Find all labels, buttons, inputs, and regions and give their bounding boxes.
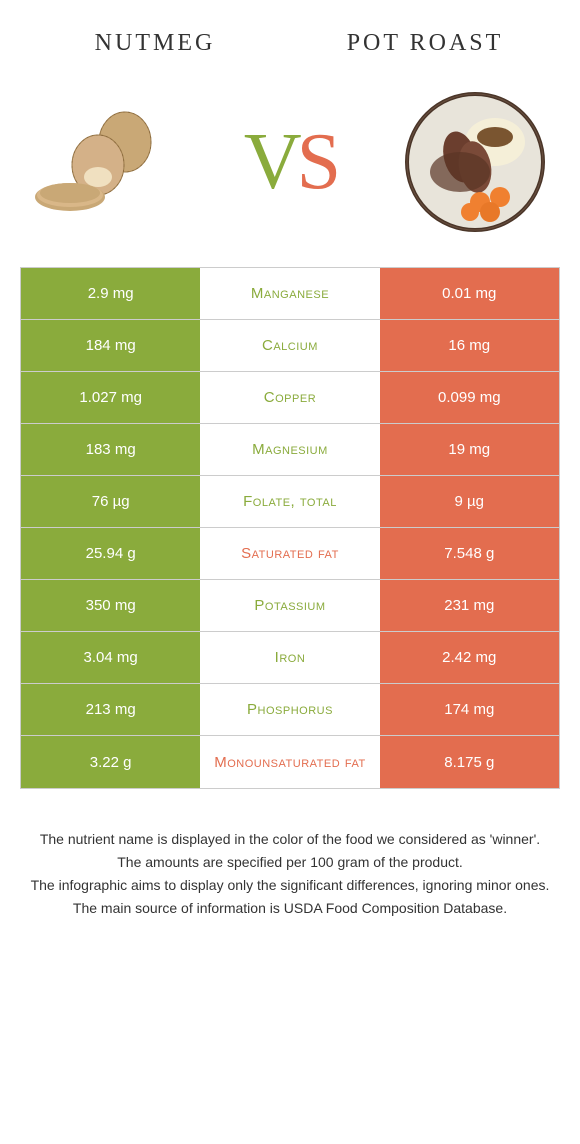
table-row: 1.027 mgCopper0.099 mg: [21, 372, 559, 424]
value-left: 183 mg: [21, 424, 200, 475]
images-row: VS: [0, 67, 580, 267]
table-row: 184 mgCalcium16 mg: [21, 320, 559, 372]
table-row: 3.22 gMonounsaturated fat8.175 g: [21, 736, 559, 788]
value-left: 350 mg: [21, 580, 200, 631]
value-right: 9 µg: [380, 476, 559, 527]
header-left: Nutmeg: [20, 30, 290, 57]
vs-s: S: [297, 118, 337, 206]
value-left: 2.9 mg: [21, 268, 200, 319]
nutrient-name: Iron: [200, 632, 379, 683]
table-row: 25.94 gSaturated fat7.548 g: [21, 528, 559, 580]
table-row: 183 mgMagnesium19 mg: [21, 424, 559, 476]
nutrient-table: 2.9 mgManganese0.01 mg184 mgCalcium16 mg…: [20, 267, 560, 789]
value-right: 8.175 g: [380, 736, 559, 788]
footer-line: The main source of information is USDA F…: [30, 898, 550, 919]
value-right: 0.01 mg: [380, 268, 559, 319]
header-right: Pot roast: [290, 30, 560, 57]
value-right: 19 mg: [380, 424, 559, 475]
value-right: 7.548 g: [380, 528, 559, 579]
value-left: 3.04 mg: [21, 632, 200, 683]
header: Nutmeg Pot roast: [0, 0, 580, 67]
nutrient-name: Calcium: [200, 320, 379, 371]
value-right: 0.099 mg: [380, 372, 559, 423]
nutmeg-image: [30, 87, 180, 237]
nutrient-name: Saturated fat: [200, 528, 379, 579]
value-left: 3.22 g: [21, 736, 200, 788]
vs-v: V: [244, 118, 297, 206]
nutrient-name: Manganese: [200, 268, 379, 319]
footer-line: The nutrient name is displayed in the co…: [30, 829, 550, 850]
value-left: 76 µg: [21, 476, 200, 527]
value-right: 174 mg: [380, 684, 559, 735]
value-left: 25.94 g: [21, 528, 200, 579]
table-row: 76 µgFolate, total9 µg: [21, 476, 559, 528]
table-row: 3.04 mgIron2.42 mg: [21, 632, 559, 684]
value-right: 2.42 mg: [380, 632, 559, 683]
nutrient-name: Folate, total: [200, 476, 379, 527]
nutrient-name: Potassium: [200, 580, 379, 631]
value-left: 1.027 mg: [21, 372, 200, 423]
value-right: 16 mg: [380, 320, 559, 371]
value-left: 213 mg: [21, 684, 200, 735]
potroast-image: [400, 87, 550, 237]
table-row: 2.9 mgManganese0.01 mg: [21, 268, 559, 320]
nutrient-name: Monounsaturated fat: [200, 736, 379, 788]
nutrient-name: Copper: [200, 372, 379, 423]
value-left: 184 mg: [21, 320, 200, 371]
footer-line: The infographic aims to display only the…: [30, 875, 550, 896]
table-row: 350 mgPotassium231 mg: [21, 580, 559, 632]
vs-label: VS: [244, 117, 336, 208]
nutrient-name: Magnesium: [200, 424, 379, 475]
value-right: 231 mg: [380, 580, 559, 631]
footer-line: The amounts are specified per 100 gram o…: [30, 852, 550, 873]
nutrient-name: Phosphorus: [200, 684, 379, 735]
footer-text: The nutrient name is displayed in the co…: [0, 789, 580, 941]
table-row: 213 mgPhosphorus174 mg: [21, 684, 559, 736]
